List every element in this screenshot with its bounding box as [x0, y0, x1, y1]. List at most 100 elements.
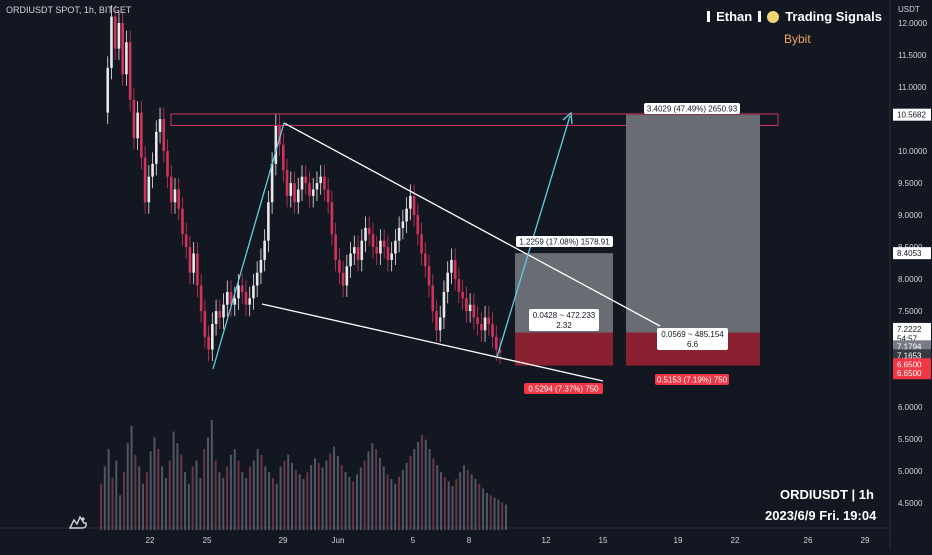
annotation-text: 2.32: [556, 321, 572, 330]
volume-bar: [394, 483, 397, 530]
candle-body: [423, 253, 427, 267]
candle-body: [192, 253, 195, 273]
y-tick-label: 6.0000: [898, 403, 923, 412]
volume-bar: [432, 458, 435, 530]
volume-bar: [172, 431, 175, 530]
candle-body: [338, 259, 341, 273]
volume-bar: [142, 483, 145, 530]
volume-bar: [294, 469, 297, 530]
annotation-label: [529, 309, 599, 331]
volume-bar: [378, 458, 381, 530]
volume-bar: [436, 465, 439, 530]
volume-bar: [184, 472, 187, 530]
candle-body: [199, 285, 203, 312]
candle-body: [240, 285, 244, 292]
volume-bar: [191, 466, 194, 530]
tradingview-logo-icon[interactable]: [68, 514, 88, 530]
wedge-lower-line: [261, 303, 604, 382]
candle-body: [330, 202, 334, 235]
volume-bar: [180, 454, 183, 530]
candle-body: [442, 291, 446, 318]
candle-body: [177, 189, 181, 209]
volume-bar: [355, 474, 358, 530]
volume-bar: [279, 466, 282, 530]
price-label-text: 8.4053: [897, 249, 922, 258]
candle-body: [394, 240, 397, 254]
candle-body: [435, 311, 438, 331]
candle-body: [117, 23, 121, 49]
y-tick-label: 11.0000: [898, 83, 927, 92]
volume-bar: [485, 492, 488, 530]
volume-bar: [363, 460, 366, 530]
volume-bar: [420, 435, 423, 530]
candle-body: [244, 291, 248, 305]
y-tick-label: 9.5000: [898, 179, 923, 188]
x-tick-label: 15: [599, 536, 608, 545]
candle-body: [319, 176, 322, 184]
candle-body: [113, 16, 117, 49]
candle-body: [349, 253, 352, 267]
x-tick-label: 5: [411, 536, 416, 545]
volume-bar: [138, 466, 141, 530]
coin-icon: [767, 10, 780, 23]
price-label-text: 54:57: [897, 335, 918, 344]
price-label-text: 6.6500: [897, 360, 922, 369]
annotation-label: [516, 236, 613, 247]
volume-bar: [398, 476, 401, 530]
candle-body: [203, 311, 207, 337]
volume-bar: [451, 486, 454, 530]
volume-bar: [229, 454, 232, 530]
x-tick-label: 29: [279, 536, 288, 545]
candle-body: [360, 240, 364, 260]
volume-bar: [287, 454, 290, 530]
candle-body: [431, 285, 435, 312]
volume-bar: [298, 474, 301, 530]
candle-body: [353, 247, 356, 254]
price-label-text: 6.6500: [897, 369, 922, 378]
candle-body: [128, 42, 132, 100]
volume-bar: [459, 472, 462, 530]
volume-bar: [409, 455, 412, 530]
volume-bar: [470, 474, 473, 530]
volume-bar: [405, 462, 408, 530]
candle-body: [285, 170, 289, 196]
candle-body: [147, 176, 151, 203]
candle-body: [225, 291, 229, 305]
volume-bar: [310, 465, 313, 530]
volume-bar: [329, 453, 332, 530]
candle-body: [293, 183, 296, 203]
volume-bar: [122, 472, 125, 530]
datetime-info: 2023/6/9 Fri. 19:04: [765, 508, 877, 523]
volume-bar: [275, 483, 278, 530]
volume-bar: [382, 466, 385, 530]
volume-bar: [317, 462, 320, 530]
candle-body: [289, 183, 293, 196]
candle-body: [155, 131, 158, 164]
volume-bar: [157, 448, 160, 530]
volume-bar: [214, 460, 217, 530]
candle-body: [211, 323, 214, 350]
x-tick-label: 8: [467, 536, 472, 545]
candle-body: [453, 259, 457, 280]
symbol-title[interactable]: ORDIUSDT SPOT, 1h, BITGET: [6, 5, 132, 15]
candle-body: [184, 234, 188, 248]
candle-body: [382, 240, 386, 248]
candle-body: [229, 291, 233, 305]
stop-zone: [515, 332, 613, 366]
candle-body: [397, 227, 401, 241]
candle-body: [356, 247, 360, 260]
x-tick-label: Jun: [332, 536, 345, 545]
x-tick-label: 26: [804, 536, 813, 545]
price-label-box: [893, 247, 931, 260]
y-tick-label: 5.0000: [898, 467, 923, 476]
volume-bar: [505, 504, 507, 530]
annotation-text: 6.6: [687, 340, 699, 349]
candle-body: [446, 272, 449, 292]
volume-bar: [443, 476, 446, 530]
volume-bar: [168, 460, 171, 530]
candle-body: [345, 266, 349, 286]
candle-body: [267, 202, 270, 241]
price-label-text: 7.1794: [897, 342, 922, 351]
